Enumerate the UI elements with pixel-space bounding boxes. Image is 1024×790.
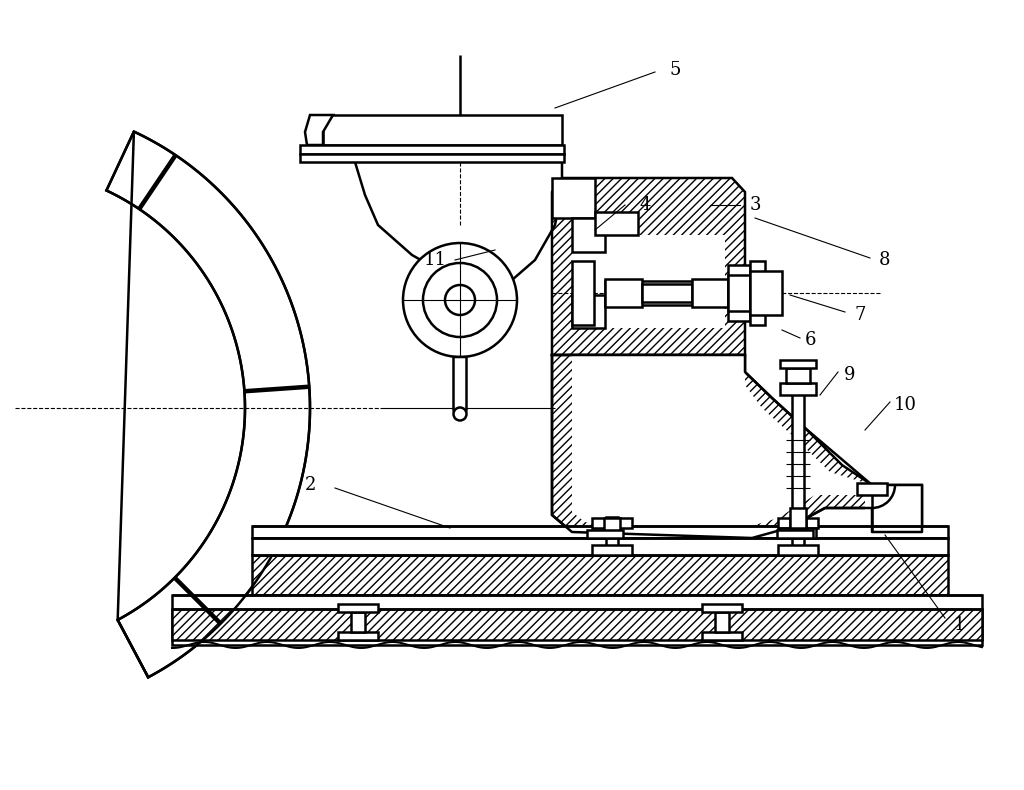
Bar (790, 518, 806, 538)
Text: 1: 1 (954, 616, 966, 634)
Bar (252, 538, 948, 555)
Text: 8: 8 (880, 251, 891, 269)
Polygon shape (300, 145, 564, 154)
Polygon shape (305, 115, 333, 145)
Polygon shape (552, 178, 595, 218)
Bar (715, 612, 729, 632)
Text: 7: 7 (854, 306, 865, 324)
Bar (786, 368, 810, 383)
Text: 11: 11 (424, 251, 446, 269)
Circle shape (445, 285, 475, 315)
Polygon shape (572, 218, 605, 252)
Text: 9: 9 (844, 366, 856, 384)
Bar (778, 545, 818, 555)
Bar (172, 595, 982, 645)
Bar (606, 517, 618, 555)
Polygon shape (605, 281, 738, 305)
Bar (592, 518, 632, 528)
Bar (252, 555, 948, 595)
Polygon shape (454, 357, 467, 418)
Polygon shape (692, 279, 728, 307)
Polygon shape (552, 355, 922, 538)
Bar (338, 632, 378, 640)
Bar (792, 517, 804, 555)
Bar (604, 518, 620, 538)
Bar (780, 383, 816, 395)
Bar (587, 530, 623, 538)
Bar (172, 609, 982, 640)
Bar (777, 530, 813, 538)
Bar (728, 265, 750, 321)
Circle shape (423, 263, 497, 337)
Bar (592, 545, 632, 555)
Text: 5: 5 (670, 61, 681, 79)
Bar (790, 508, 806, 528)
Bar (572, 261, 594, 325)
Bar (750, 261, 765, 325)
Bar (750, 271, 782, 315)
Polygon shape (572, 295, 605, 328)
Polygon shape (552, 178, 745, 355)
Bar (252, 526, 948, 538)
Polygon shape (106, 132, 310, 677)
Polygon shape (323, 115, 562, 145)
Circle shape (454, 408, 467, 420)
Text: 10: 10 (894, 396, 916, 414)
Bar (351, 612, 365, 632)
Polygon shape (792, 385, 804, 535)
Text: 3: 3 (750, 196, 761, 214)
Circle shape (403, 243, 517, 357)
Polygon shape (605, 279, 642, 307)
Bar (778, 518, 818, 528)
Text: 2: 2 (304, 476, 315, 494)
Bar (702, 632, 742, 640)
Bar (857, 483, 887, 495)
Polygon shape (595, 212, 638, 235)
Bar (728, 275, 750, 311)
Polygon shape (642, 284, 692, 302)
Text: 4: 4 (639, 196, 650, 214)
Bar (702, 604, 742, 612)
Bar (780, 528, 816, 538)
Bar (780, 360, 816, 368)
Polygon shape (572, 235, 725, 328)
Polygon shape (300, 154, 564, 162)
Polygon shape (572, 355, 922, 532)
Bar (338, 604, 378, 612)
Text: 6: 6 (804, 331, 816, 349)
